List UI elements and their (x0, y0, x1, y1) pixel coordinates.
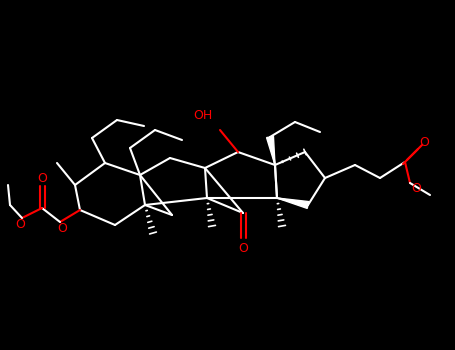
Polygon shape (267, 136, 275, 165)
Text: OH: OH (193, 109, 212, 122)
Text: O: O (57, 222, 67, 235)
Text: O: O (411, 182, 421, 195)
Polygon shape (277, 198, 309, 208)
Text: O: O (37, 172, 47, 184)
Text: O: O (419, 135, 429, 148)
Text: O: O (15, 218, 25, 231)
Text: O: O (238, 241, 248, 254)
